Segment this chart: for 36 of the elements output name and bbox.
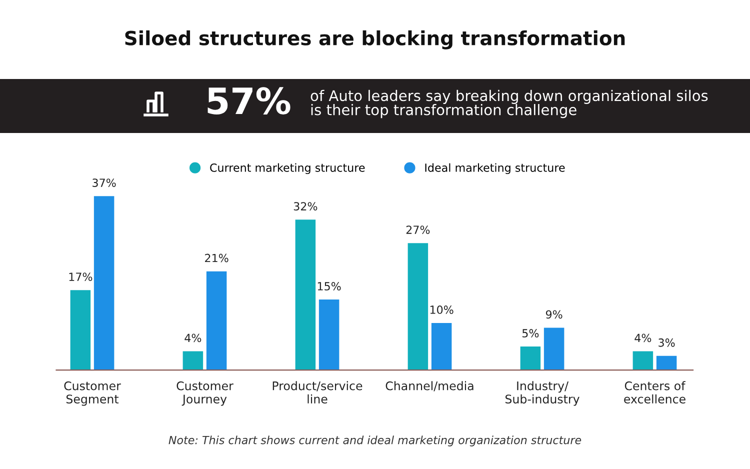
x-tick-label: Product/service line xyxy=(272,381,362,404)
bar xyxy=(318,300,340,370)
text: 57% xyxy=(208,87,290,114)
bar xyxy=(431,323,452,370)
data-label: 21% xyxy=(205,254,228,262)
bar xyxy=(656,356,677,370)
bar xyxy=(544,328,564,370)
bar xyxy=(520,346,541,370)
data-label: 9% xyxy=(546,310,562,319)
data-label: 17% xyxy=(69,272,92,282)
data-label: 37% xyxy=(92,178,116,187)
bar xyxy=(632,351,654,370)
x-tick-label: Customer Journey xyxy=(176,381,234,406)
data-label: 15% xyxy=(318,282,341,290)
data-label: 27% xyxy=(406,226,430,234)
legend-label: Current marketing structure xyxy=(210,163,365,174)
x-tick-label: Centers of excellence xyxy=(624,381,686,404)
legend-label: Ideal marketing structure xyxy=(425,163,565,174)
bar xyxy=(206,271,227,370)
chart-title: Siloed structures are blocking transformation xyxy=(125,30,625,50)
bar xyxy=(408,243,428,370)
data-label: 5% xyxy=(522,329,539,338)
data-label: 32% xyxy=(294,202,318,210)
text: Note: This chart shows current and ideal marketing organization structure xyxy=(168,436,582,446)
bar xyxy=(94,196,114,370)
bar xyxy=(295,220,316,370)
x-tick-label: Industry/ Sub-industry xyxy=(505,381,580,406)
text: of Auto leaders say breaking down organizational silos is their top transformation challenge xyxy=(310,90,708,118)
data-label: 10% xyxy=(430,306,454,314)
x-tick-label: Channel/media xyxy=(386,381,474,392)
bar xyxy=(70,290,91,370)
x-tick-label: Customer Segment xyxy=(64,381,121,406)
data-label: 4% xyxy=(184,334,202,342)
data-label: 3% xyxy=(658,338,675,347)
data-label: 4% xyxy=(634,334,652,342)
bar xyxy=(182,351,204,370)
